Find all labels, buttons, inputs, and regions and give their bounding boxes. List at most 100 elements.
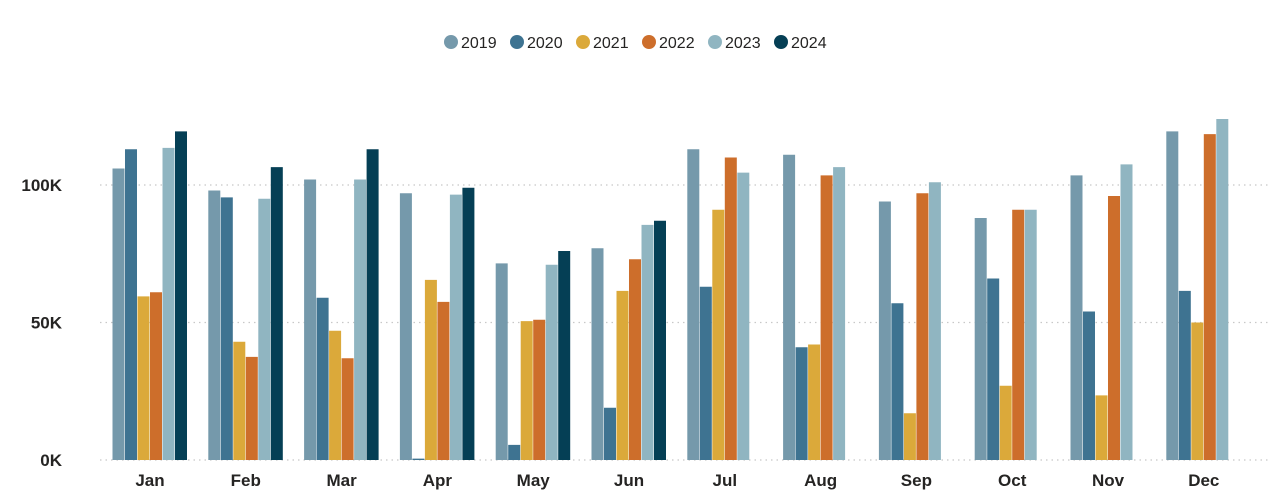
bar-2024-jan bbox=[175, 131, 187, 461]
bar-2020-oct bbox=[987, 278, 1000, 460]
bar-2022-sep bbox=[916, 193, 929, 460]
bar-2019-jun bbox=[591, 248, 604, 460]
bar-2021-mar bbox=[329, 330, 342, 460]
bar-2023-feb bbox=[258, 198, 271, 460]
x-tick-label: Jan bbox=[135, 471, 164, 490]
bar-2024-may bbox=[558, 251, 571, 460]
legend-marker bbox=[642, 35, 656, 49]
legend-item-2024: 2024 bbox=[774, 35, 827, 52]
bar-2019-dec bbox=[1166, 131, 1179, 461]
legend-marker bbox=[444, 35, 458, 49]
bar-2020-feb bbox=[220, 197, 233, 461]
bar-2021-oct bbox=[999, 385, 1012, 460]
bar-2022-jan bbox=[150, 292, 162, 460]
bar-2019-nov bbox=[1070, 175, 1083, 461]
x-tick-label: Jun bbox=[614, 471, 644, 490]
bar-2022-feb bbox=[245, 356, 258, 461]
bar-2019-mar bbox=[304, 179, 317, 460]
bar-2021-may bbox=[520, 321, 533, 461]
x-tick-label: Feb bbox=[231, 471, 261, 490]
bar-2023-may bbox=[545, 264, 558, 460]
x-tick-label: Sep bbox=[901, 471, 932, 490]
bar-2019-may bbox=[495, 263, 508, 461]
bar-2022-dec bbox=[1203, 134, 1216, 461]
legend-label: 2024 bbox=[791, 35, 827, 52]
bars bbox=[112, 119, 1229, 461]
bar-2020-aug bbox=[795, 347, 808, 460]
legend-label: 2020 bbox=[527, 35, 563, 52]
bar-2021-jan bbox=[137, 296, 150, 461]
bar-2022-aug bbox=[820, 175, 833, 461]
bar-2021-sep bbox=[903, 413, 916, 460]
bar-2022-apr bbox=[437, 301, 450, 461]
bar-2019-jul bbox=[687, 149, 700, 460]
bar-2023-mar bbox=[354, 179, 367, 460]
bar-2020-jul bbox=[699, 286, 712, 460]
x-tick-label: May bbox=[517, 471, 551, 490]
legend-item-2023: 2023 bbox=[708, 35, 761, 52]
bar-2024-jun bbox=[654, 220, 666, 460]
x-tick-label: Nov bbox=[1092, 471, 1125, 490]
bar-2023-dec bbox=[1216, 119, 1229, 460]
bar-2021-jul bbox=[712, 209, 725, 460]
legend-marker bbox=[708, 35, 722, 49]
y-tick-label: 0K bbox=[40, 451, 62, 470]
legend-label: 2023 bbox=[725, 35, 761, 52]
bar-2021-dec bbox=[1191, 322, 1204, 460]
bar-2022-oct bbox=[1012, 209, 1025, 460]
y-tick-label: 50K bbox=[31, 314, 63, 333]
bar-2024-mar bbox=[366, 149, 379, 460]
bar-2023-apr bbox=[449, 194, 462, 461]
bar-2019-jan bbox=[112, 168, 125, 460]
bar-2023-aug bbox=[833, 167, 846, 461]
y-tick-label: 100K bbox=[21, 176, 62, 195]
bar-2021-jun bbox=[616, 290, 629, 461]
bar-2022-nov bbox=[1108, 196, 1120, 460]
x-tick-label: Apr bbox=[423, 471, 453, 490]
bar-2020-jun bbox=[604, 407, 616, 460]
bar-2020-mar bbox=[316, 297, 329, 460]
bar-2020-nov bbox=[1083, 311, 1095, 460]
x-tick-label: Dec bbox=[1188, 471, 1219, 490]
bar-2021-apr bbox=[424, 279, 437, 461]
x-tick-label: Jul bbox=[713, 471, 738, 490]
bar-2021-feb bbox=[233, 341, 246, 460]
legend-item-2019: 2019 bbox=[444, 35, 497, 52]
bar-2022-jun bbox=[629, 259, 641, 460]
legend-label: 2019 bbox=[461, 35, 497, 52]
x-tick-label: Mar bbox=[326, 471, 357, 490]
bar-2019-oct bbox=[974, 218, 987, 460]
bar-2023-sep bbox=[928, 182, 941, 460]
legend-marker bbox=[576, 35, 590, 49]
bar-2020-sep bbox=[891, 303, 904, 460]
bar-2023-jun bbox=[641, 224, 654, 461]
legend-item-2020: 2020 bbox=[510, 35, 563, 52]
legend-marker bbox=[510, 35, 524, 49]
legend-marker bbox=[774, 35, 788, 49]
bar-2020-may bbox=[508, 444, 521, 461]
bar-2022-may bbox=[533, 319, 546, 460]
bar-2019-apr bbox=[399, 193, 412, 460]
y-axis: 0K 50K 100K bbox=[21, 176, 62, 470]
bar-2022-jul bbox=[724, 157, 737, 460]
bar-2019-feb bbox=[208, 190, 221, 460]
bar-2023-oct bbox=[1024, 209, 1037, 460]
bar-2020-dec bbox=[1178, 290, 1191, 461]
x-tick-label: Oct bbox=[998, 471, 1027, 490]
x-tick-label: Aug bbox=[804, 471, 837, 490]
bar-2023-jul bbox=[737, 172, 750, 461]
bar-2021-nov bbox=[1095, 395, 1108, 461]
bar-2020-apr bbox=[412, 458, 425, 461]
bar-2019-sep bbox=[878, 201, 891, 460]
bar-2023-jan bbox=[162, 147, 175, 461]
legend: 2019 2020 2021 2022 2023 2024 bbox=[444, 35, 827, 52]
bar-2024-apr bbox=[462, 187, 475, 460]
bar-2019-aug bbox=[783, 154, 796, 460]
bar-2020-jan bbox=[125, 149, 137, 460]
bar-2024-feb bbox=[270, 167, 283, 461]
bar-2022-mar bbox=[341, 358, 354, 460]
bar-2021-aug bbox=[808, 344, 821, 460]
legend-label: 2022 bbox=[659, 35, 695, 52]
